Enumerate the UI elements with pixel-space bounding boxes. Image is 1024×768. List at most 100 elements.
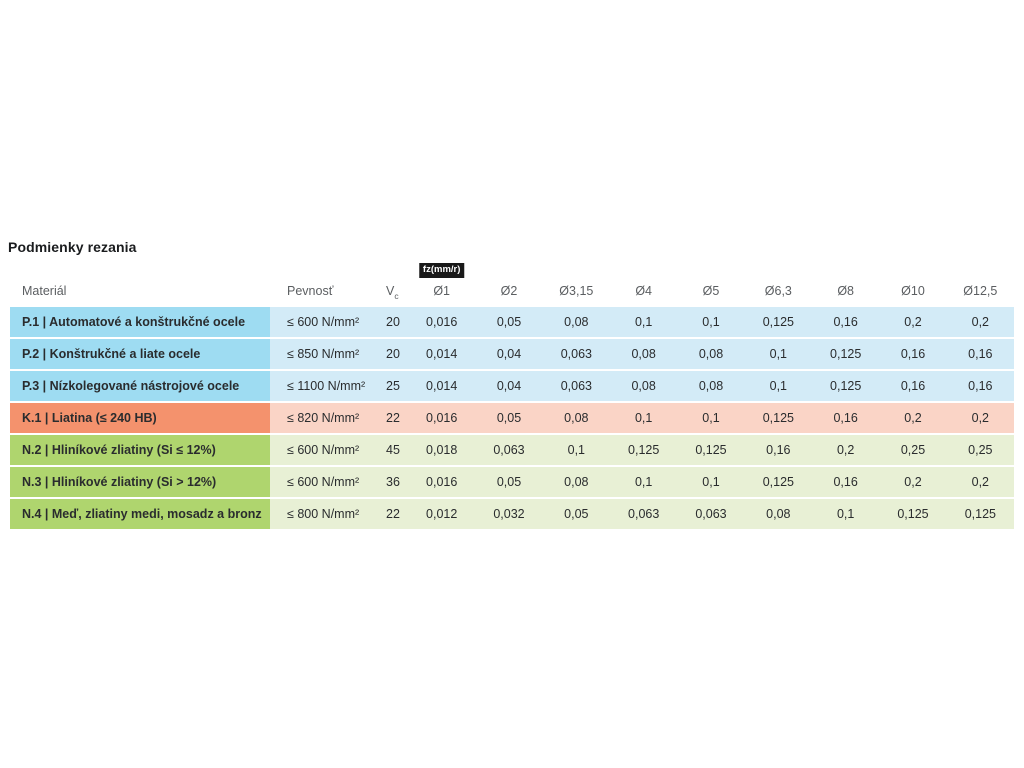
table-row-n3: N.3 | Hliníkové zliatiny (Si > 12%) ≤ 600… bbox=[10, 467, 1014, 497]
fz-value-cell-d8: 0,2 bbox=[879, 307, 947, 337]
fz-value-cell-d8: 0,16 bbox=[879, 371, 947, 401]
cutting-speed-cell: 20 bbox=[368, 307, 408, 337]
fz-value-cell-d7: 0,16 bbox=[812, 403, 880, 433]
fz-value-cell-d9: 0,16 bbox=[946, 339, 1014, 369]
fz-value-cell-d2: 0,04 bbox=[475, 339, 543, 369]
vc-subscript: c bbox=[394, 290, 399, 301]
fz-value-cell-d8: 0,2 bbox=[879, 467, 947, 497]
fz-value-cell-d7: 0,125 bbox=[812, 339, 880, 369]
material-cell: N.2 | Hliníkové zliatiny (Si ≤ 12%) bbox=[10, 435, 270, 465]
fz-value-cell-d3: 0,08 bbox=[542, 403, 610, 433]
fz-value-cell-d5: 0,08 bbox=[677, 371, 745, 401]
fz-value-cell-d5: 0,08 bbox=[677, 339, 745, 369]
material-cell: K.1 | Liatina (≤ 240 HB) bbox=[10, 403, 270, 433]
fz-value-cell-d2: 0,05 bbox=[475, 467, 543, 497]
fz-value-cell-d5: 0,125 bbox=[677, 435, 745, 465]
strength-cell: ≤ 600 N/mm² bbox=[270, 435, 368, 465]
fz-value-cell-d9: 0,2 bbox=[946, 403, 1014, 433]
table-body: P.1 | Automatové a konštrukčné ocele ≤ 60… bbox=[10, 307, 1014, 529]
table-row-n4: N.4 | Meď, zliatiny medi, mosadz a bronz… bbox=[10, 499, 1014, 529]
fz-value-cell-d9: 0,16 bbox=[946, 371, 1014, 401]
cutting-speed-cell: 22 bbox=[368, 403, 408, 433]
fz-value-cell-d3: 0,08 bbox=[542, 467, 610, 497]
strength-cell: ≤ 1100 N/mm² bbox=[270, 371, 368, 401]
fz-value-cell-d9: 0,125 bbox=[946, 499, 1014, 529]
fz-value-cell-d9: 0,25 bbox=[946, 435, 1014, 465]
fz-value-cell-d7: 0,16 bbox=[812, 467, 880, 497]
table-row-p1: P.1 | Automatové a konštrukčné ocele ≤ 60… bbox=[10, 307, 1014, 337]
cutting-speed-cell: 20 bbox=[368, 339, 408, 369]
header-diameter-2: Ø2 bbox=[500, 284, 518, 298]
page-title: Podmienky rezania bbox=[8, 239, 137, 255]
fz-value-cell-d4: 0,08 bbox=[610, 371, 678, 401]
fz-value-cell-d6: 0,125 bbox=[744, 403, 812, 433]
fz-value-cell-d3: 0,08 bbox=[542, 307, 610, 337]
fz-value-cell-d5: 0,063 bbox=[677, 499, 745, 529]
table-row-k1: K.1 | Liatina (≤ 240 HB) ≤ 820 N/mm² 22 0,0… bbox=[10, 403, 1014, 433]
fz-value-cell-d4: 0,063 bbox=[610, 499, 678, 529]
cutting-speed-cell: 45 bbox=[368, 435, 408, 465]
fz-value-cell-d1: 0,016 bbox=[408, 307, 476, 337]
fz-value-cell-d5: 0,1 bbox=[677, 467, 745, 497]
header-diameter-5: Ø5 bbox=[702, 284, 720, 298]
fz-value-cell-d8: 0,16 bbox=[879, 339, 947, 369]
fz-value-cell-d3: 0,05 bbox=[542, 499, 610, 529]
fz-value-cell-d6: 0,1 bbox=[744, 339, 812, 369]
fz-value-cell-d2: 0,05 bbox=[475, 307, 543, 337]
header-diameter-7: Ø8 bbox=[837, 284, 854, 298]
material-cell: N.3 | Hliníkové zliatiny (Si > 12%) bbox=[10, 467, 270, 497]
fz-value-cell-d2: 0,063 bbox=[475, 435, 543, 465]
fz-value-cell-d6: 0,125 bbox=[744, 307, 812, 337]
fz-value-cell-d5: 0,1 bbox=[677, 307, 745, 337]
fz-value-cell-d7: 0,2 bbox=[812, 435, 880, 465]
fz-value-cell-d2: 0,04 bbox=[475, 371, 543, 401]
fz-value-cell-d9: 0,2 bbox=[946, 307, 1014, 337]
fz-value-cell-d8: 0,2 bbox=[879, 403, 947, 433]
table-row-n2: N.2 | Hliníkové zliatiny (Si ≤ 12%) ≤ 600… bbox=[10, 435, 1014, 465]
header-diameter-9: Ø12,5 bbox=[963, 284, 998, 298]
table-row-p3: P.3 | Nízkolegované nástrojové ocele ≤ 11… bbox=[10, 371, 1014, 401]
strength-cell: ≤ 600 N/mm² bbox=[270, 467, 368, 497]
strength-cell: ≤ 800 N/mm² bbox=[270, 499, 368, 529]
fz-value-cell-d8: 0,25 bbox=[879, 435, 947, 465]
fz-value-cell-d6: 0,125 bbox=[744, 467, 812, 497]
cutting-speed-cell: 25 bbox=[368, 371, 408, 401]
fz-value-cell-d6: 0,08 bbox=[744, 499, 812, 529]
fz-value-cell-d4: 0,08 bbox=[610, 339, 678, 369]
material-cell: P.1 | Automatové a konštrukčné ocele bbox=[10, 307, 270, 337]
vc-symbol: V bbox=[386, 284, 395, 298]
fz-value-cell-d6: 0,16 bbox=[744, 435, 812, 465]
header-strength: Pevnosť bbox=[287, 284, 334, 298]
cutting-speed-cell: 22 bbox=[368, 499, 408, 529]
header-diameter-4: Ø4 bbox=[635, 284, 652, 298]
material-cell: P.3 | Nízkolegované nástrojové ocele bbox=[10, 371, 270, 401]
material-cell: P.2 | Konštrukčné a liate ocele bbox=[10, 339, 270, 369]
header-diameter-8: Ø10 bbox=[901, 284, 925, 298]
fz-unit-badge: fz(mm/r) bbox=[418, 263, 465, 278]
fz-value-cell-d1: 0,014 bbox=[408, 371, 476, 401]
cutting-speed-cell: 36 bbox=[368, 467, 408, 497]
header-diameter-6: Ø6,3 bbox=[764, 284, 792, 298]
fz-value-cell-d9: 0,2 bbox=[946, 467, 1014, 497]
material-cell: N.4 | Meď, zliatiny medi, mosadz a bronz bbox=[10, 499, 270, 529]
fz-value-cell-d3: 0,063 bbox=[542, 339, 610, 369]
fz-value-cell-d1: 0,012 bbox=[408, 499, 476, 529]
fz-value-cell-d1: 0,014 bbox=[408, 339, 476, 369]
header-diameter-1: fz(mm/r) Ø1 bbox=[408, 262, 475, 307]
fz-value-cell-d7: 0,16 bbox=[812, 307, 880, 337]
fz-value-cell-d1: 0,016 bbox=[408, 467, 476, 497]
fz-value-cell-d4: 0,1 bbox=[610, 467, 678, 497]
fz-value-cell-d4: 0,1 bbox=[610, 403, 678, 433]
fz-value-cell-d1: 0,016 bbox=[408, 403, 476, 433]
fz-value-cell-d4: 0,1 bbox=[610, 307, 678, 337]
strength-cell: ≤ 600 N/mm² bbox=[270, 307, 368, 337]
header-material: Materiál bbox=[22, 284, 67, 298]
fz-value-cell-d5: 0,1 bbox=[677, 403, 745, 433]
fz-value-cell-d6: 0,1 bbox=[744, 371, 812, 401]
fz-value-cell-d7: 0,125 bbox=[812, 371, 880, 401]
strength-cell: ≤ 850 N/mm² bbox=[270, 339, 368, 369]
fz-value-cell-d3: 0,063 bbox=[542, 371, 610, 401]
